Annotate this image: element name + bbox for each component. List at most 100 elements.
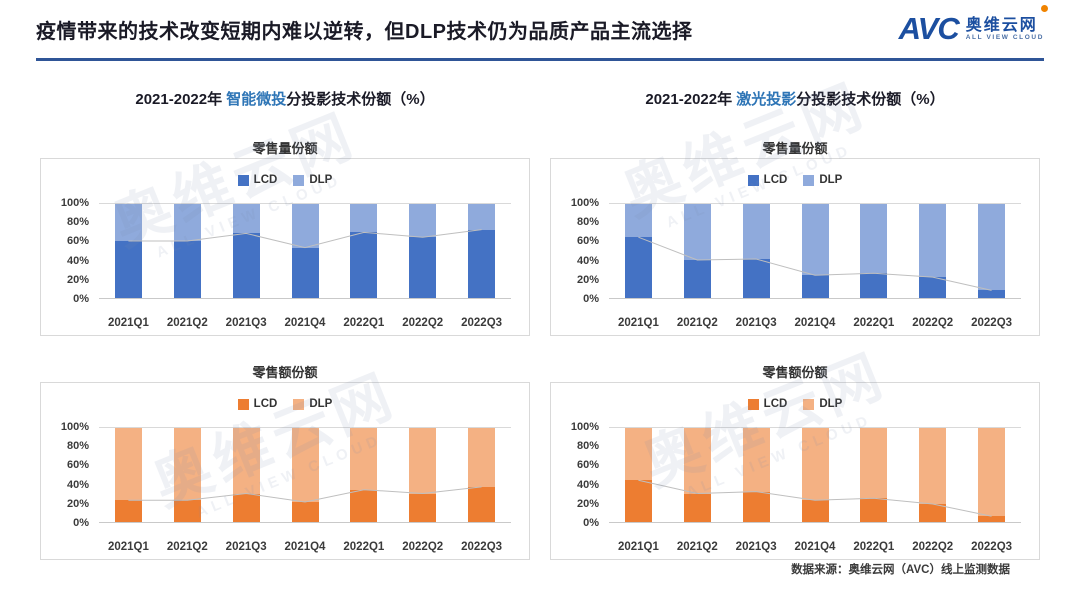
avc-logo-dot-icon	[1041, 5, 1048, 12]
dlp-segment	[409, 203, 437, 238]
stacked-bar	[624, 203, 652, 298]
chart-panel: LCD DLP 100% 80% 60% 40% 20% 0% 2021Q1 2021Q2 2…	[40, 382, 530, 560]
y-tick-label: 100%	[60, 421, 89, 433]
x-tick-label: 2021Q1	[107, 541, 149, 553]
stacked-bar	[232, 427, 260, 522]
chart-panel: LCD DLP 100% 80% 60% 40% 20% 0% 2021Q1 2021Q2 2…	[550, 158, 1040, 336]
lcd-segment	[801, 500, 829, 522]
bar-slot	[158, 427, 217, 522]
x-tick-label: 2022Q3	[461, 541, 503, 553]
dlp-segment	[860, 203, 888, 274]
y-tick-label: 20%	[66, 273, 89, 286]
stacked-bar	[978, 203, 1006, 298]
bars-area	[99, 203, 511, 299]
bar-slot	[609, 203, 668, 298]
dlp-segment	[173, 427, 201, 501]
bar-slot	[903, 203, 962, 298]
dlp-segment	[350, 203, 378, 233]
stacked-bar	[624, 427, 652, 522]
y-axis: 100% 80% 60% 40% 20% 0%	[561, 197, 605, 305]
legend-label-lcd: LCD	[763, 398, 788, 410]
chart-smart-volume-share: 零售量份额 LCD DLP 100% 80% 60% 40% 20% 0% 2021Q1 2…	[40, 138, 530, 336]
subtitle-prefix: 2021-2022年	[645, 91, 737, 108]
dlp-segment	[742, 427, 770, 492]
legend-item-dlp: DLP	[293, 174, 332, 186]
legend-item-lcd: LCD	[237, 398, 278, 410]
bar-slot	[903, 427, 962, 522]
legend: LCD DLP	[551, 174, 1039, 186]
x-tick-label: 2022Q3	[461, 317, 503, 329]
stacked-bar	[350, 427, 378, 522]
bar-slot	[158, 203, 217, 298]
bar-slot	[393, 203, 452, 298]
stacked-bar	[409, 203, 437, 298]
bar-slot	[334, 427, 393, 522]
lcd-segment	[742, 491, 770, 522]
stacked-bar	[232, 203, 260, 298]
dlp-segment	[291, 203, 319, 248]
bars-area	[99, 427, 511, 523]
lcd-segment	[801, 275, 829, 298]
x-tick-label: 2021Q2	[676, 317, 718, 329]
stacked-bar	[801, 427, 829, 522]
x-tick-label: 2021Q1	[107, 317, 149, 329]
bar-slot	[217, 203, 276, 298]
subtitle-prefix: 2021-2022年	[135, 91, 227, 108]
dlp-segment	[683, 427, 711, 494]
bar-slot	[727, 427, 786, 522]
y-tick-label: 0%	[583, 517, 599, 529]
y-tick-label: 40%	[576, 254, 599, 267]
y-tick-label: 40%	[576, 478, 599, 491]
x-tick-label: 2021Q2	[166, 317, 208, 329]
bar-slot	[727, 203, 786, 298]
dlp-segment	[624, 203, 652, 238]
legend-label-lcd: LCD	[253, 174, 278, 186]
lcd-segment	[232, 493, 260, 522]
bar-slot	[393, 427, 452, 522]
x-axis-labels: 2021Q1 2021Q2 2021Q3 2021Q4 2022Q1 2022Q2 2022…	[609, 317, 1021, 329]
lcd-segment	[978, 290, 1006, 298]
lcd-segment	[468, 486, 496, 522]
plot-area: 100% 80% 60% 40% 20% 0%	[561, 421, 1021, 529]
y-tick-label: 40%	[66, 254, 89, 267]
lcd-segment	[919, 277, 947, 298]
x-axis-labels: 2021Q1 2021Q2 2021Q3 2021Q4 2022Q1 2022Q2 2022…	[609, 541, 1021, 553]
y-tick-label: 0%	[583, 293, 599, 305]
x-tick-label: 2021Q2	[166, 541, 208, 553]
y-axis: 100% 80% 60% 40% 20% 0%	[51, 421, 95, 529]
lcd-segment	[291, 247, 319, 298]
plot-area: 100% 80% 60% 40% 20% 0%	[561, 197, 1021, 305]
bar-slot	[334, 203, 393, 298]
bar-slot	[452, 427, 511, 522]
lcd-segment	[173, 241, 201, 298]
lcd-swatch-icon	[237, 398, 249, 410]
bar-slot	[844, 203, 903, 298]
legend: LCD DLP	[551, 398, 1039, 410]
x-tick-label: 2021Q1	[617, 541, 659, 553]
y-tick-label: 20%	[66, 497, 89, 510]
stacked-bar	[291, 203, 319, 298]
legend-label-lcd: LCD	[253, 398, 278, 410]
avc-logo-subtitle: ALL VIEW CLOUD	[965, 34, 1044, 42]
bar-slot	[452, 203, 511, 298]
lcd-segment	[232, 233, 260, 298]
x-tick-label: 2022Q3	[971, 317, 1013, 329]
chart-panel: LCD DLP 100% 80% 60% 40% 20% 0% 2021Q1 2021Q2 2…	[40, 158, 530, 336]
dlp-swatch-icon	[803, 174, 815, 186]
y-tick-label: 100%	[570, 421, 599, 433]
lcd-segment	[350, 232, 378, 298]
dlp-segment	[114, 203, 142, 241]
header: 疫情带来的技术改变短期内难以逆转，但DLP技术仍为品质产品主流选择 AVC 奥维…	[36, 0, 1048, 61]
y-tick-label: 20%	[576, 273, 599, 286]
dlp-swatch-icon	[803, 398, 815, 410]
y-tick-label: 20%	[576, 497, 599, 510]
lcd-swatch-icon	[747, 398, 759, 410]
stacked-bar	[742, 203, 770, 298]
stacked-bar	[468, 427, 496, 522]
x-tick-label: 2021Q3	[225, 541, 267, 553]
y-tick-label: 80%	[66, 216, 89, 229]
lcd-segment	[624, 480, 652, 522]
dlp-segment	[409, 427, 437, 494]
dlp-segment	[978, 427, 1006, 517]
lcd-swatch-icon	[237, 174, 249, 186]
